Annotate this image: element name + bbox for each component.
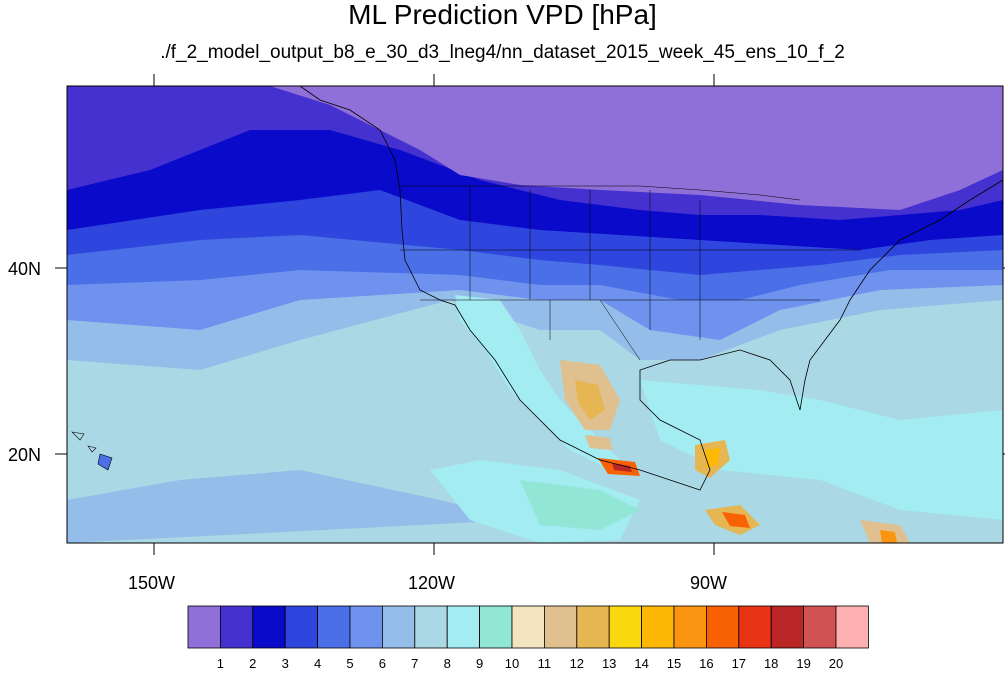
x-label-120w: 120W <box>408 573 456 593</box>
colorbar-label: 14 <box>634 656 649 671</box>
colorbar-label: 17 <box>731 656 747 671</box>
x-label-90w: 90W <box>690 573 728 593</box>
colorbar-swatch <box>284 605 319 649</box>
colorbar-label: 5 <box>346 656 354 671</box>
colorbar-label: 11 <box>537 656 552 671</box>
colorbar-label: 12 <box>569 656 585 671</box>
colorbar-label: 15 <box>666 656 682 671</box>
colorbar-swatch <box>446 605 481 649</box>
colorbar-swatch <box>544 605 578 649</box>
colorbar-swatch <box>803 605 837 649</box>
plot-title: ML Prediction VPD [hPa] <box>348 0 657 30</box>
colorbar-label: 8 <box>443 656 451 671</box>
colorbar-swatch <box>187 605 221 649</box>
colorbar-swatch <box>511 605 545 649</box>
colorbar-label: 2 <box>249 656 257 671</box>
colorbar-label: 6 <box>378 656 386 671</box>
colorbar-swatch <box>706 605 740 649</box>
colorbar-swatch <box>349 605 383 649</box>
map-frame <box>66 85 1004 544</box>
map-ticks <box>55 74 1005 555</box>
plot-subtitle: ./f_2_model_output_b8_e_30_d3_lneg4/nn_d… <box>160 42 845 63</box>
colorbar-swatch <box>641 605 675 649</box>
colorbar-label: 20 <box>828 656 844 671</box>
colorbar-swatch <box>576 605 610 649</box>
colorbar-swatch <box>252 605 286 649</box>
colorbar-swatch <box>219 605 254 649</box>
colorbar-label: 1 <box>216 656 224 671</box>
vpd-field <box>67 86 1003 543</box>
colorbar-swatch <box>835 605 869 649</box>
colorbar-label: 3 <box>281 656 289 671</box>
colorbar-label: 10 <box>504 656 520 671</box>
colorbar-swatch <box>414 605 448 649</box>
colorbar-label: 9 <box>475 656 484 671</box>
colorbar-swatch <box>479 605 513 649</box>
colorbar-swatch <box>770 605 805 649</box>
colorbar-label: 7 <box>411 656 419 671</box>
colorbar-swatch <box>381 605 416 649</box>
colorbar-swatch <box>608 605 643 649</box>
y-label-20n: 20N <box>8 445 42 465</box>
y-label-40n: 40N <box>8 259 42 279</box>
colorbar-label: 19 <box>796 656 811 671</box>
colorbar-label: 18 <box>763 656 779 671</box>
x-label-150w: 150W <box>128 573 176 593</box>
colorbar-label: 4 <box>313 656 322 671</box>
colorbar <box>187 605 869 649</box>
colorbar-label: 13 <box>601 656 617 671</box>
colorbar-swatch <box>317 605 351 649</box>
colorbar-swatch <box>673 605 707 649</box>
colorbar-swatch <box>738 605 772 649</box>
colorbar-label: 16 <box>699 656 714 671</box>
